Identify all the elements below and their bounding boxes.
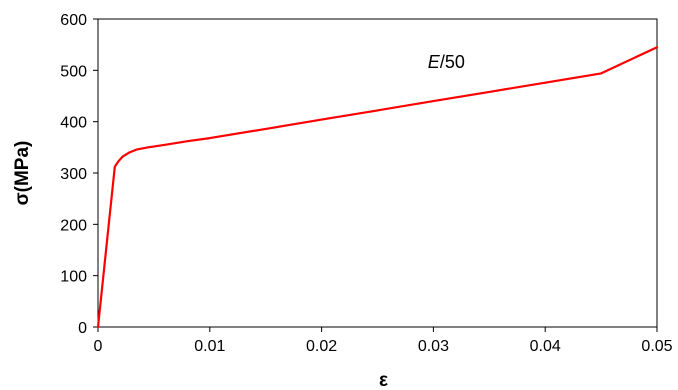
- y-tick-label: 600: [60, 12, 87, 29]
- y-tick-label: 100: [60, 269, 87, 286]
- y-axis-title: σ(MPa): [12, 141, 33, 206]
- series-line: [96, 46, 659, 329]
- x-axis: 0 0.01 0.02 0.03 0.04 0.05: [94, 327, 673, 355]
- x-tick-label: 0: [94, 338, 103, 355]
- y-tick-label: 400: [60, 115, 87, 132]
- x-tick-label: 0.02: [306, 338, 337, 355]
- x-tick-label: 0.05: [641, 338, 672, 355]
- x-tick-label: 0.03: [418, 338, 449, 355]
- x-tick-label: 0.04: [530, 338, 561, 355]
- plot-border: [97, 18, 658, 328]
- series-layer: [96, 46, 659, 329]
- y-tick-label: 0: [78, 320, 87, 337]
- y-tick-label: 200: [60, 217, 87, 234]
- slope-annotation: E/50: [428, 52, 465, 72]
- y-tick-label: 500: [60, 63, 87, 80]
- annotation-layer: E/50: [428, 52, 465, 72]
- plot-area: [97, 18, 658, 328]
- y-axis: 0 100 200 300 400 500 600: [60, 12, 98, 337]
- x-axis-title: ε: [379, 370, 388, 390]
- y-tick-label: 300: [60, 166, 87, 183]
- x-tick-label: 0.01: [194, 338, 225, 355]
